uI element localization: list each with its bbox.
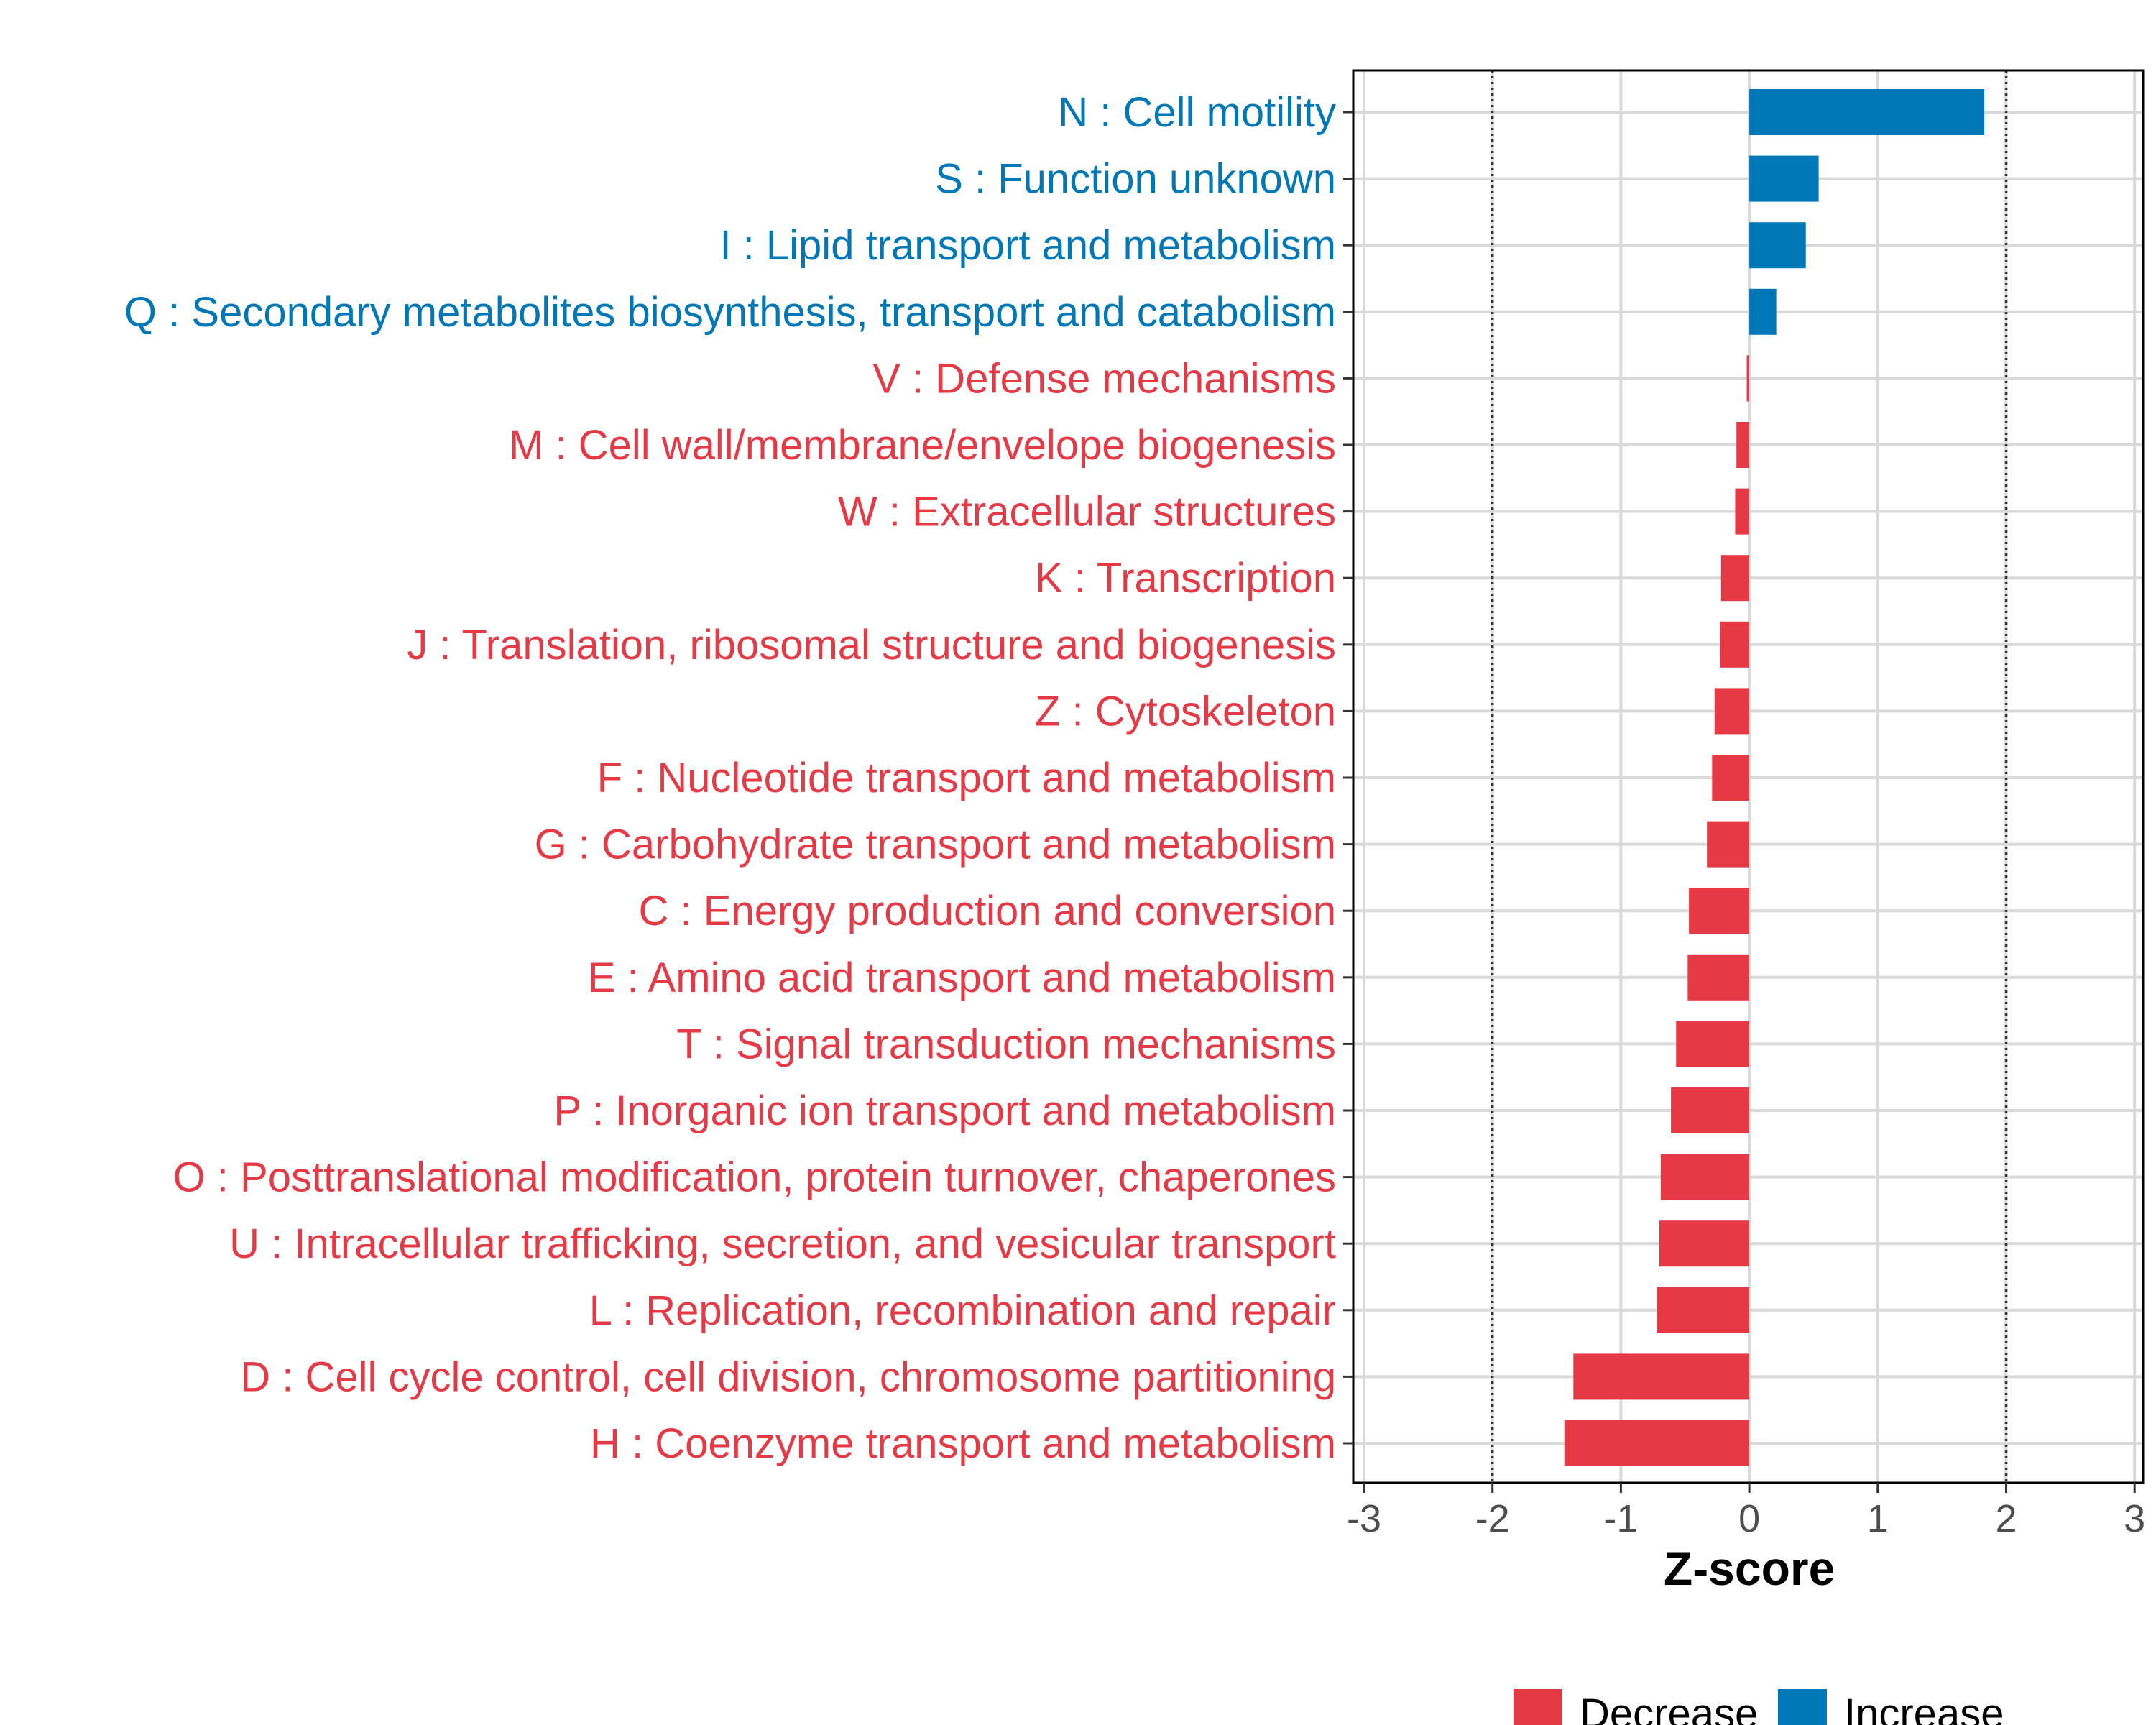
legend-label: Increase	[1844, 1690, 2004, 1725]
bar	[1659, 1220, 1750, 1267]
x-axis: -3 -2 -1 0 1 2 3	[1347, 1483, 2145, 1540]
bar	[1657, 1287, 1750, 1333]
x-tick-label: 0	[1738, 1497, 1760, 1540]
legend-swatch	[1514, 1689, 1562, 1725]
category-label: S : Function unknown	[935, 156, 1336, 203]
bar	[1660, 1154, 1750, 1200]
legend-swatch	[1778, 1689, 1827, 1725]
category-label: Q : Secondary metabolites biosynthesis, …	[124, 289, 1336, 336]
bar	[1687, 954, 1750, 1000]
category-label: G : Carbohydrate transport and metabolis…	[535, 822, 1336, 868]
x-tick-label: 1	[1867, 1497, 1889, 1540]
legend-label: Decrease	[1580, 1690, 1758, 1725]
legend: Decrease Increase	[1514, 1689, 2004, 1725]
bar	[1735, 488, 1750, 535]
category-label: W : Extracellular structures	[838, 489, 1336, 535]
bar	[1712, 755, 1750, 801]
x-axis-title: Z-score	[1664, 1542, 1835, 1595]
category-label: M : Cell wall/membrane/envelope biogenes…	[509, 422, 1336, 469]
category-label: I : Lipid transport and metabolism	[719, 222, 1336, 269]
x-tick-label: -1	[1603, 1497, 1638, 1540]
bar	[1720, 555, 1750, 602]
category-label: K : Transcription	[1035, 555, 1336, 602]
bar	[1746, 355, 1750, 402]
bar	[1573, 1353, 1750, 1400]
bar	[1736, 422, 1750, 468]
category-label: T : Signal transduction mechanisms	[676, 1021, 1336, 1067]
category-label: C : Energy production and conversion	[639, 888, 1336, 934]
category-label: U : Intracellular trafficking, secretion…	[229, 1220, 1336, 1267]
category-label: N : Cell motility	[1058, 89, 1336, 136]
bar	[1707, 821, 1750, 868]
y-axis: N : Cell motility S : Function unknown I :…	[124, 89, 1353, 1467]
bar	[1714, 688, 1750, 735]
x-tick-label: -2	[1475, 1497, 1510, 1540]
category-label: D : Cell cycle control, cell division, c…	[240, 1353, 1336, 1400]
bar	[1749, 288, 1777, 335]
bar	[1671, 1087, 1750, 1133]
x-tick-label: -3	[1347, 1497, 1381, 1540]
category-label: J : Translation, ribosomal structure and…	[407, 622, 1336, 668]
category-label: Z : Cytoskeleton	[1035, 688, 1336, 735]
category-label: F : Nucleotide transport and metabolism	[597, 755, 1336, 801]
category-label: V : Defense mechanisms	[872, 355, 1336, 402]
category-label: H : Coenzyme transport and metabolism	[590, 1420, 1336, 1467]
bar-layer	[1564, 89, 1985, 1466]
bar	[1564, 1420, 1750, 1466]
x-tick-label: 3	[2124, 1497, 2145, 1540]
category-label: O : Posttranslational modification, prot…	[173, 1154, 1336, 1201]
category-label: E : Amino acid transport and metabolism	[588, 954, 1336, 1001]
bar	[1749, 155, 1819, 202]
x-tick-label: 2	[1995, 1497, 2017, 1540]
bar	[1719, 621, 1750, 668]
category-label: L : Replication, recombination and repai…	[589, 1287, 1336, 1334]
category-label: P : Inorganic ion transport and metaboli…	[553, 1087, 1336, 1134]
bar	[1689, 888, 1750, 934]
bar	[1676, 1021, 1750, 1067]
bar	[1749, 222, 1806, 269]
bar	[1749, 89, 1985, 135]
